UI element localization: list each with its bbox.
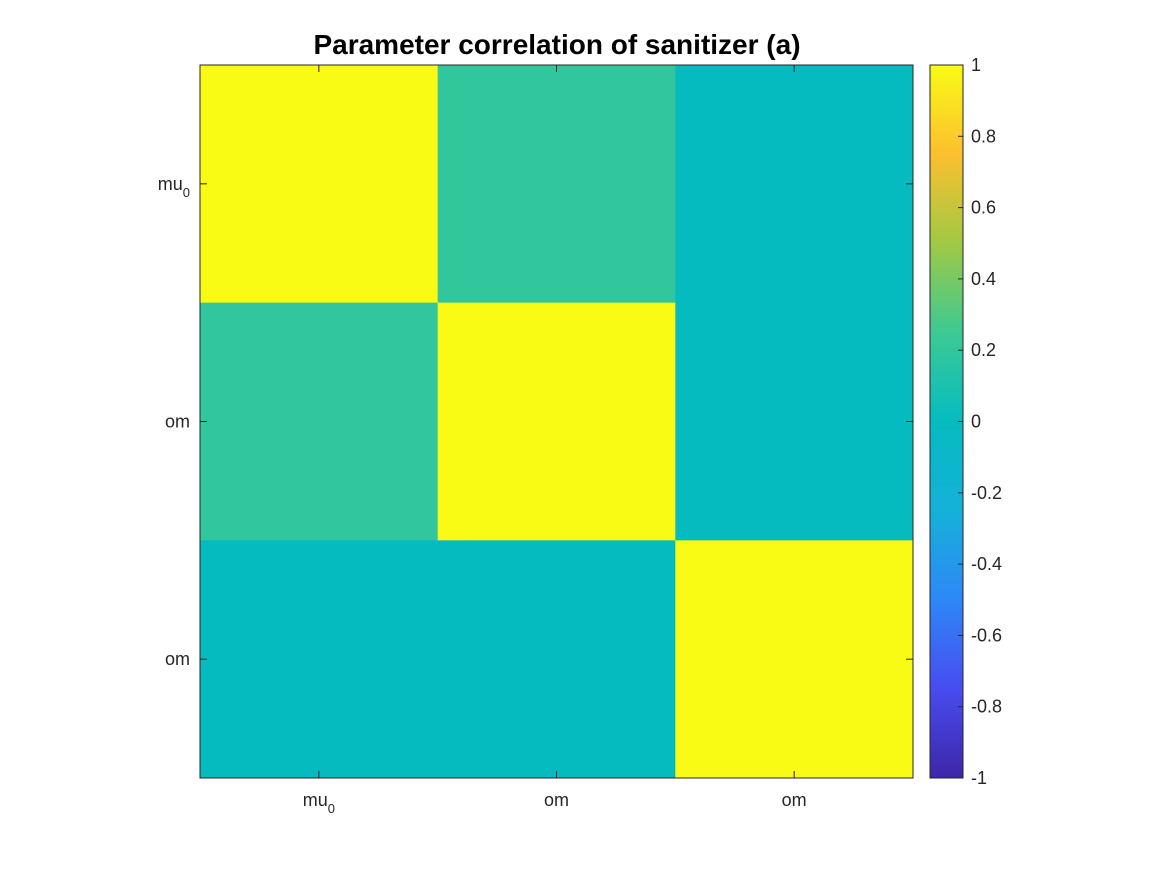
- heatmap-cell-r0-c2: [675, 65, 914, 304]
- x-tick-label-2: om: [782, 790, 807, 810]
- y-tick-label-1: om: [165, 412, 190, 432]
- heatmap-cell-r2-c1: [437, 540, 676, 779]
- heatmap-cell-r2-c0: [200, 540, 439, 779]
- y-tick-label-base: om: [165, 649, 190, 669]
- colorbar-tick-label: 0.4: [971, 269, 996, 289]
- colorbar-gradient: [929, 64, 964, 779]
- x-tick-label-sub: 0: [328, 801, 335, 816]
- colorbar-tick-label: -0.4: [971, 554, 1002, 574]
- y-tick-label-2: om: [165, 649, 190, 669]
- x-tick-label-base: om: [782, 790, 807, 810]
- colorbar: 1 0.8 0.6 0.4 0.2 0 -0.2 -0.4 -0.6 -0.8 -1: [929, 55, 1002, 788]
- y-tick-label-0: mu0: [158, 174, 190, 200]
- heatmap-cell-r1-c2: [675, 302, 914, 541]
- y-tick-label-base: mu: [158, 174, 183, 194]
- colorbar-tick-label: -1: [971, 768, 987, 788]
- x-tick-label-base: mu: [303, 790, 328, 810]
- colorbar-tick-label: 0.8: [971, 126, 996, 146]
- y-tick-label-sub: 0: [183, 185, 190, 200]
- colorbar-tick-label: 0.2: [971, 340, 996, 360]
- colorbar-tick-label: -0.6: [971, 625, 1002, 645]
- x-tick-label-base: om: [544, 790, 569, 810]
- x-tick-label-0: mu0: [303, 790, 335, 816]
- colorbar-tick-label: 1: [971, 55, 981, 75]
- heatmap-cell-r0-c1: [437, 65, 676, 304]
- heatmap-cell-r1-c0: [200, 302, 439, 541]
- heatmap-cell-r0-c0: [200, 65, 439, 304]
- x-tick-label-1: om: [544, 790, 569, 810]
- heatmap-cell-r2-c2: [675, 540, 914, 779]
- colorbar-tick-label: -0.2: [971, 483, 1002, 503]
- colorbar-tick-label: 0.6: [971, 198, 996, 218]
- chart-title: Parameter correlation of sanitizer (a): [313, 29, 800, 60]
- colorbar-tick-label: -0.8: [971, 697, 1002, 717]
- heatmap-cell-r1-c1: [437, 302, 676, 541]
- colorbar-tick-label: 0: [971, 412, 981, 432]
- y-tick-label-base: om: [165, 412, 190, 432]
